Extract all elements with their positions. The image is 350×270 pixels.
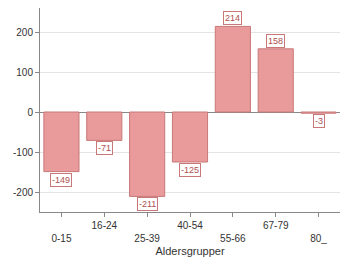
svg-text:-149: -149 (52, 175, 70, 185)
svg-text:40-54: 40-54 (177, 220, 203, 231)
svg-text:100: 100 (16, 67, 33, 78)
svg-text:16-24: 16-24 (92, 220, 118, 231)
svg-text:0: 0 (27, 107, 33, 118)
svg-text:-100: -100 (13, 147, 33, 158)
svg-text:-200: -200 (13, 187, 33, 198)
svg-text:158: 158 (268, 36, 283, 46)
svg-text:80_: 80_ (310, 233, 327, 244)
svg-text:67-79: 67-79 (263, 220, 289, 231)
svg-text:0-15: 0-15 (51, 233, 71, 244)
svg-text:Aldersgrupper: Aldersgrupper (155, 245, 224, 257)
svg-text:-211: -211 (139, 199, 156, 209)
svg-text:-71: -71 (98, 143, 111, 153)
svg-text:55-66: 55-66 (220, 233, 246, 244)
svg-text:-125: -125 (181, 165, 199, 175)
svg-text:214: 214 (225, 13, 240, 23)
svg-text:-3: -3 (315, 116, 323, 126)
svg-text:200: 200 (16, 27, 33, 38)
svg-text:25-39: 25-39 (134, 233, 160, 244)
